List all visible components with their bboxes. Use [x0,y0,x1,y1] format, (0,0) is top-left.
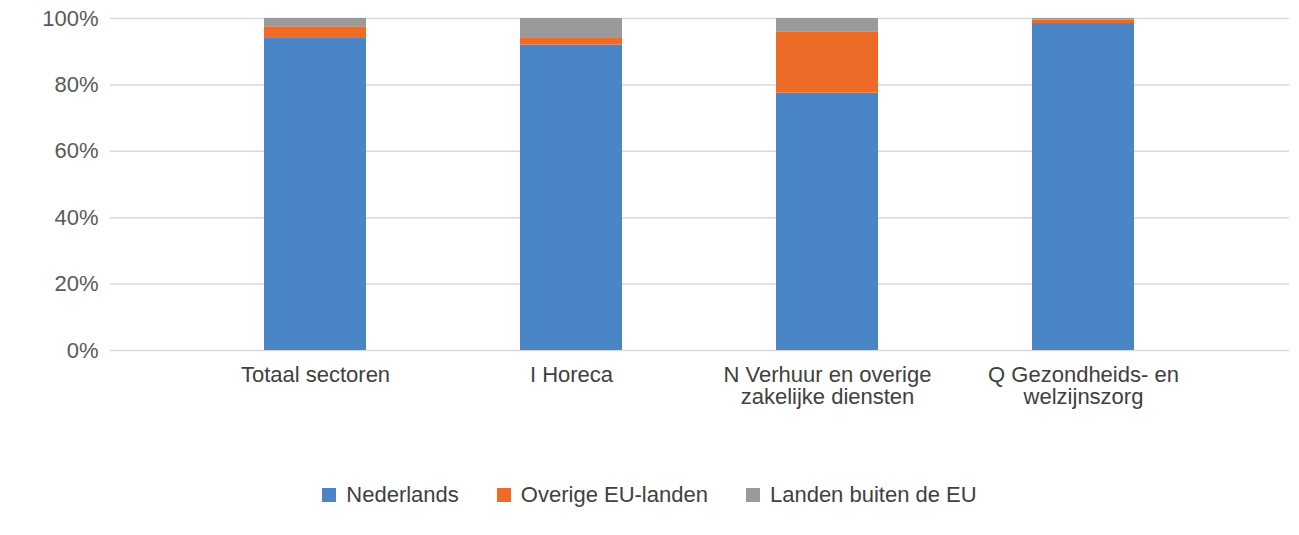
svg-text:60%: 60% [54,138,98,163]
html-text:Overige EU-landen: Overige EU-landen [520,482,708,507]
svg-text:N Verhuur en overigezakelijke: N Verhuur en overigezakelijke diensten [724,362,932,409]
svg-text:Q Gezondheids- enwelzijnszorg: Q Gezondheids- enwelzijnszorg [988,362,1179,409]
svg-text:Totaal sectoren: Totaal sectoren [241,362,390,387]
svg-text:0%: 0% [67,338,99,363]
svg-text:I Horeca: I Horeca [530,362,614,387]
html-text:Nederlands: Nederlands [346,482,459,507]
svg-text:100%: 100% [42,6,98,31]
svg-text:80%: 80% [54,72,98,97]
svg-text:20%: 20% [54,271,98,296]
svg-text:40%: 40% [54,205,98,230]
html-text:Landen buiten de EU: Landen buiten de EU [769,482,977,507]
